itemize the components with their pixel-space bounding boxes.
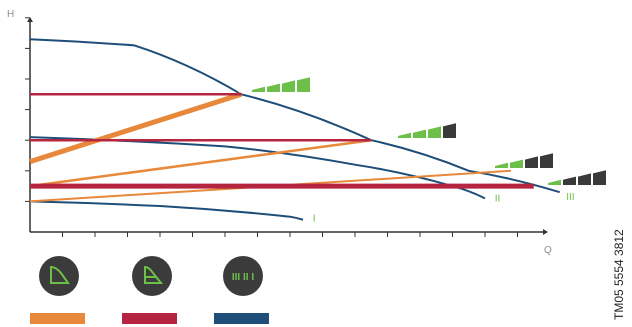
setpoint-indicator-3-segment bbox=[593, 170, 606, 185]
curve-label-I: I bbox=[313, 213, 316, 224]
setpoint-indicator-2-segment bbox=[525, 156, 538, 168]
series-line-proportional-pressure-0 bbox=[29, 91, 243, 165]
setpoint-indicator-3-segment bbox=[578, 173, 591, 185]
setpoint-indicator-1-segment bbox=[398, 132, 411, 138]
speed-curves-icon: III II I bbox=[223, 256, 263, 296]
legend-color-bar-proportional-pressure bbox=[30, 313, 85, 324]
setpoint-indicator-1-segment bbox=[443, 123, 456, 138]
legend-color-bar-constant-curve bbox=[214, 313, 269, 324]
series-line-proportional-pressure-1 bbox=[29, 138, 372, 188]
proportional-pressure-icon bbox=[39, 256, 79, 296]
y-axis-arrow bbox=[27, 17, 33, 22]
proportional-pressure-icon-background bbox=[39, 256, 79, 296]
x-axis-label: Q bbox=[544, 245, 552, 256]
constant-pressure-icon-glyph bbox=[144, 265, 164, 284]
drawing-code: TM05 5554 3812 bbox=[612, 229, 626, 320]
setpoint-indicator-0-segment bbox=[267, 83, 280, 92]
setpoint-indicator-2-segment bbox=[495, 162, 508, 168]
x-axis-arrow bbox=[543, 229, 548, 235]
legend-color-bar-constant-pressure bbox=[122, 313, 177, 324]
setpoint-indicator-layer bbox=[252, 77, 606, 185]
setpoint-indicator-0-segment bbox=[297, 77, 310, 92]
setpoint-indicator-1-segment bbox=[428, 126, 441, 138]
setpoint-indicator-0-segment bbox=[252, 86, 265, 92]
series-line-curve-III bbox=[29, 38, 561, 194]
constant-pressure-icon bbox=[132, 256, 172, 296]
drawing-code-container: TM05 5554 3812 bbox=[612, 200, 628, 320]
setpoint-indicator-1-segment bbox=[413, 129, 426, 138]
legend: III II I bbox=[30, 256, 269, 324]
setpoint-indicator-3-segment bbox=[548, 179, 561, 185]
speed-curves-icon-background bbox=[223, 256, 263, 296]
setpoint-indicator-0-segment bbox=[282, 80, 295, 92]
series-line-curve-I bbox=[29, 200, 304, 221]
chart-series-layer: III III bbox=[29, 38, 575, 224]
curve-label-III: III bbox=[566, 192, 574, 203]
proportional-pressure-icon-glyph bbox=[50, 265, 70, 284]
setpoint-indicator-2-segment bbox=[510, 159, 523, 168]
series-line-curve-II bbox=[29, 136, 486, 200]
setpoint-indicator-3-segment bbox=[563, 176, 576, 185]
y-axis-label: H bbox=[7, 9, 14, 20]
speed-curves-icon-label: III II I bbox=[232, 272, 254, 283]
setpoint-indicator-2-segment bbox=[540, 153, 553, 168]
chart-axes: HQ bbox=[7, 9, 552, 256]
curve-label-II: II bbox=[495, 193, 501, 204]
